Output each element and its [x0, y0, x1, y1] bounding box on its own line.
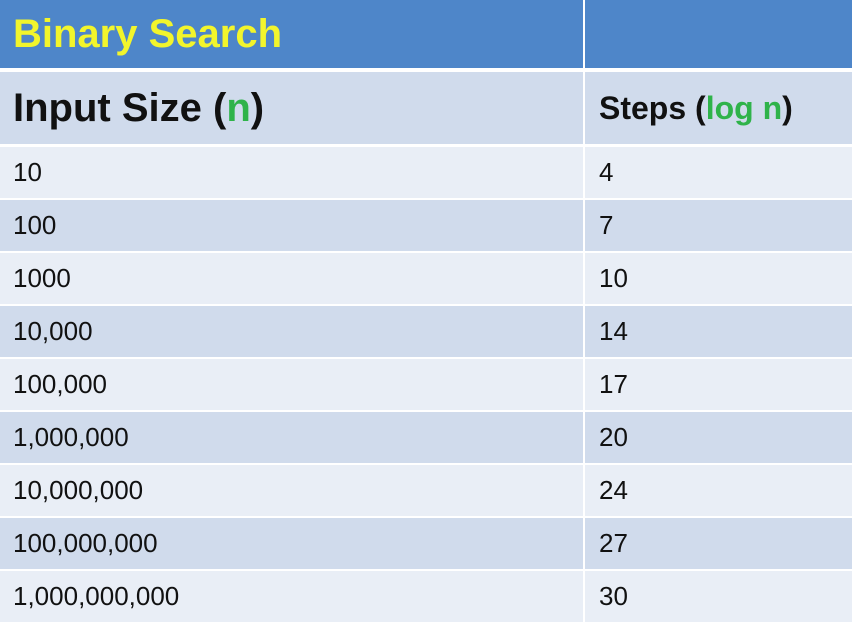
steps-cell: 20: [584, 411, 852, 465]
header-input-size-suffix: ): [250, 85, 265, 130]
input-size-cell: 10: [0, 145, 585, 200]
steps-cell: 10: [584, 252, 852, 306]
table-row: 1,000,000 20: [0, 411, 852, 465]
steps-cell: 14: [584, 305, 852, 359]
input-size-cell: 100,000,000: [0, 517, 585, 571]
table-row: 100,000,000 27: [0, 517, 852, 571]
header-input-size-prefix: Input Size (: [13, 85, 227, 130]
header-steps-prefix: Steps (: [599, 89, 706, 126]
input-size-cell: 1000: [0, 252, 585, 306]
input-size-cell: 1,000,000,000: [0, 570, 585, 624]
steps-cell: 27: [584, 517, 852, 571]
header-steps: Steps (log n): [584, 70, 852, 147]
title-row: Binary Search: [0, 0, 852, 72]
table-row: 1,000,000,000 30: [0, 570, 852, 624]
input-size-cell: 100,000: [0, 358, 585, 412]
input-size-cell: 1,000,000: [0, 411, 585, 465]
input-size-cell: 10,000: [0, 305, 585, 359]
steps-cell: 4: [584, 145, 852, 200]
header-row: Input Size (n) Steps (log n): [0, 70, 852, 147]
table-title-cell: Binary Search: [0, 0, 585, 72]
header-steps-var: log n: [705, 89, 783, 126]
table-row: 10,000,000 24: [0, 464, 852, 518]
input-size-cell: 100: [0, 199, 585, 253]
table-row: 1000 10: [0, 252, 852, 306]
input-size-cell: 10,000,000: [0, 464, 585, 518]
header-steps-suffix: ): [782, 89, 793, 126]
title-empty-cell: [584, 0, 852, 72]
header-input-size-var: n: [226, 85, 251, 130]
table-row: 100,000 17: [0, 358, 852, 412]
table-row: 100 7: [0, 199, 852, 253]
steps-cell: 7: [584, 199, 852, 253]
table-row: 10 4: [0, 145, 852, 200]
table-row: 10,000 14: [0, 305, 852, 359]
steps-cell: 24: [584, 464, 852, 518]
steps-cell: 30: [584, 570, 852, 624]
header-input-size: Input Size (n): [0, 70, 585, 147]
steps-cell: 17: [584, 358, 852, 412]
table-title: Binary Search: [13, 11, 283, 56]
